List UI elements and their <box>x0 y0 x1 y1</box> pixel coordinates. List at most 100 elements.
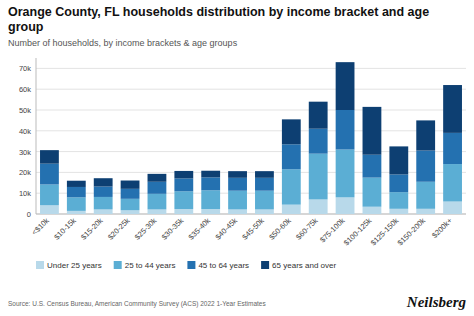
chart: Orange County, FL households distributio… <box>0 0 474 316</box>
legend-swatch <box>114 261 122 269</box>
title: Orange County, FL households distributio… <box>8 5 433 34</box>
bar-segment <box>201 209 220 214</box>
bar-segment <box>228 209 247 214</box>
bar-segment <box>94 187 113 197</box>
x-tick-label: $45-50k <box>240 216 266 242</box>
legend-label: 65 years and over <box>272 261 336 270</box>
bar-segment <box>416 182 435 209</box>
bar-segment <box>201 177 220 190</box>
y-tick-label: 0 <box>27 210 31 219</box>
bar-segment <box>121 181 140 189</box>
x-tick-label: $125-150k <box>369 216 401 248</box>
bar-segment <box>389 174 408 192</box>
y-tick-label: 20k <box>19 168 31 177</box>
grid <box>36 68 466 214</box>
bar-segment <box>443 164 462 201</box>
brand: Neilsberg <box>406 294 467 310</box>
bar-segment <box>255 209 274 214</box>
legend-label: 25 to 44 years <box>125 261 176 270</box>
bar-segment <box>389 146 408 174</box>
legend-label: 45 to 64 years <box>198 261 249 270</box>
bar-segment <box>282 205 301 214</box>
legend: Under 25 years 25 to 44 years 45 to 64 yea… <box>36 261 336 270</box>
y-tick-label: 10k <box>19 189 31 198</box>
bar-segment <box>363 107 382 155</box>
x-tick-label: $100-125k <box>342 216 374 248</box>
legend-swatch <box>187 261 195 269</box>
bar-segment <box>201 171 220 178</box>
x-tick-label: $200k+ <box>430 216 454 240</box>
bar-segment <box>40 164 59 185</box>
bar-segment <box>389 192 408 209</box>
bar-segment <box>389 209 408 214</box>
grid-line <box>36 89 466 90</box>
bar-segment <box>336 197 355 214</box>
grid-line <box>36 130 466 131</box>
x-tick-label: $30-35k <box>160 216 186 242</box>
source: Source: U.S. Census Bureau, American Com… <box>8 300 266 308</box>
x-tick-label: $35-40k <box>187 216 213 242</box>
bar-segment <box>443 202 462 214</box>
y-tick-label: 30k <box>19 148 31 157</box>
grid-line <box>36 110 466 111</box>
x-tick-label: $150-200k <box>396 216 428 248</box>
bar-segment <box>363 178 382 207</box>
bar-segment <box>255 191 274 210</box>
bar-segment <box>443 133 462 164</box>
x-tick-label: $50-60k <box>267 216 293 242</box>
bar-segment <box>336 62 355 110</box>
x-tick-label: $25-30k <box>133 216 159 242</box>
bar-segment <box>174 191 193 209</box>
y-tick-label: 50k <box>19 106 31 115</box>
bar-segment <box>336 150 355 198</box>
bar-segment <box>40 184 59 205</box>
bar-segment <box>255 178 274 191</box>
bar-segment <box>282 144 301 169</box>
x-tick-label: $40-45k <box>213 216 239 242</box>
bar-segment <box>40 150 59 164</box>
x-tick-label: $20-25k <box>106 216 132 242</box>
bar-segment <box>416 151 435 182</box>
bar-segment <box>148 194 167 210</box>
bar-segment <box>282 169 301 204</box>
bar-segment <box>309 102 328 129</box>
bar-segment <box>121 199 140 210</box>
bar-segment <box>174 171 193 178</box>
bar-segment <box>148 174 167 182</box>
x-tick-label: <$10k <box>30 216 51 237</box>
bar-segment <box>148 209 167 214</box>
x-tick-label: $15-20k <box>79 216 105 242</box>
subtitle: Number of households, by income brackets… <box>8 38 238 48</box>
bar-segment <box>94 178 113 186</box>
bar-segment <box>174 209 193 214</box>
y-axis-line <box>36 58 37 214</box>
bar-segment <box>336 110 355 150</box>
legend-label: Under 25 years <box>47 261 102 270</box>
legend-swatch <box>261 261 269 269</box>
x-tick-label: $10-15k <box>52 216 78 242</box>
bar-segment <box>363 155 382 178</box>
bar-segment <box>228 178 247 191</box>
bar-segment <box>201 190 220 209</box>
bar-segment <box>94 197 113 209</box>
y-tick-label: 60k <box>19 85 31 94</box>
bar-segment <box>67 181 86 187</box>
bar-segment <box>121 189 140 199</box>
bar-segment <box>148 182 167 194</box>
bar-segment <box>228 171 247 178</box>
bar-segment <box>309 199 328 214</box>
bar-segment <box>94 209 113 214</box>
bar-segment <box>443 85 462 133</box>
bars <box>40 62 462 214</box>
bar-segment <box>282 119 301 144</box>
bar-segment <box>363 207 382 214</box>
bar-segment <box>309 129 328 154</box>
bar-segment <box>255 171 274 178</box>
bar-segment <box>228 191 247 210</box>
bar-segment <box>67 187 86 197</box>
bar-segment <box>67 197 86 211</box>
bar-segment <box>121 210 140 214</box>
grid-line <box>36 68 466 69</box>
bar-segment <box>174 178 193 191</box>
bar-segment <box>416 120 435 150</box>
